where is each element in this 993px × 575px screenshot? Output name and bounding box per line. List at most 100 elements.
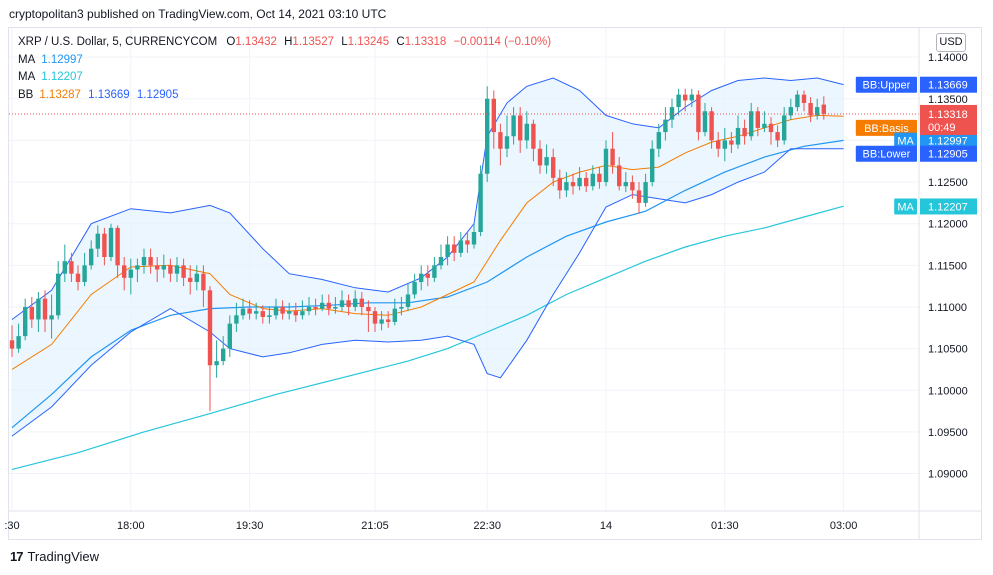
candle-body <box>669 107 675 120</box>
candle-body <box>128 269 133 278</box>
candle-body <box>696 94 701 133</box>
candle-body <box>735 127 741 145</box>
ma2-axis-tag-text: MA <box>897 201 914 213</box>
candle-body <box>557 177 562 191</box>
candle-body <box>795 94 800 108</box>
bb-basis-axis-tag-text: BB:Basis <box>864 123 909 135</box>
candle-body <box>537 148 543 166</box>
candle-body <box>445 244 450 258</box>
candle-body <box>471 232 477 245</box>
candle-body <box>564 182 569 191</box>
chart-frame <box>8 27 982 540</box>
symbol-title[interactable]: XRP / U.S. Dollar, 5, CURRENCYCOM <box>18 36 218 48</box>
ma1-legend[interactable]: MA 1.12997 <box>18 52 551 70</box>
candle-body <box>161 265 166 270</box>
ma1-line <box>11 139 844 429</box>
bb-legend[interactable]: BB 1.13287 1.13669 1.12905 <box>18 87 551 105</box>
candle-body <box>709 111 714 141</box>
candle-body <box>386 319 391 322</box>
candle-body <box>491 98 496 133</box>
bb-lower-axis-value: 1.12905 <box>928 149 968 161</box>
candle-body <box>300 311 305 316</box>
candle-body <box>221 348 226 362</box>
candle-body <box>742 127 747 137</box>
candle-body <box>782 115 787 141</box>
bb-lower-axis-tag <box>855 145 917 162</box>
candle-body <box>623 182 628 187</box>
candle-body <box>122 265 127 278</box>
candle-body <box>155 265 160 270</box>
candle-body <box>584 177 589 187</box>
candle-body <box>392 308 397 322</box>
candle-body <box>313 306 318 309</box>
bb-lower-axis-value-bg <box>920 145 977 162</box>
ma1-axis-value: 1.12997 <box>928 136 968 148</box>
candle-body <box>36 298 41 320</box>
candle-body <box>75 273 81 282</box>
ma2-label: MA <box>18 71 36 83</box>
x-tick-label: 01:30 <box>711 520 739 532</box>
candle-body <box>339 300 345 307</box>
candle-body <box>412 281 417 295</box>
candle-body <box>775 132 780 141</box>
y-tick-label: 1.13500 <box>928 94 968 106</box>
candle-body <box>201 273 206 291</box>
candle-body <box>240 308 246 316</box>
ma2-axis-tag <box>894 198 917 215</box>
candle-body <box>801 94 807 103</box>
candle-body <box>458 240 463 253</box>
candle-body <box>188 277 193 282</box>
candle-body <box>485 98 490 174</box>
candle-body <box>636 190 642 203</box>
tradingview-brand[interactable]: 17 TradingView <box>10 549 99 564</box>
candle-body <box>518 115 523 141</box>
candle-body <box>56 273 61 316</box>
candle-body <box>524 123 529 141</box>
candle-body <box>603 148 609 183</box>
candle-body <box>465 240 470 245</box>
candle-body <box>260 311 265 317</box>
bb-upper-value: 1.13669 <box>88 88 130 101</box>
bb-upper-axis-value: 1.13669 <box>928 80 968 92</box>
open-label: O <box>226 36 236 48</box>
candle-body <box>320 302 325 309</box>
candle-body <box>194 273 199 282</box>
y-tick-label: 1.11000 <box>928 302 967 314</box>
bb-upper-axis-tag-text: BB:Upper <box>863 80 911 92</box>
y-tick-label: 1.12000 <box>928 219 968 231</box>
candle-body <box>293 311 298 316</box>
candle-body <box>689 94 694 101</box>
candle-body <box>379 319 384 324</box>
last-price-tag <box>920 104 977 135</box>
candle-body <box>333 306 338 309</box>
candle-body <box>630 182 635 191</box>
ma1-axis-tag-text: MA <box>897 136 914 148</box>
candle-body <box>722 140 727 149</box>
candle-body <box>755 111 760 128</box>
last-price-value: 1.13318 <box>928 109 968 121</box>
bb-basis-value: 1.13287 <box>39 88 81 101</box>
ma2-legend[interactable]: MA 1.12207 <box>18 69 551 87</box>
candle-body <box>768 123 774 133</box>
candle-body <box>749 111 754 137</box>
currency-button[interactable]: USD <box>936 33 966 52</box>
candle-body <box>452 244 457 253</box>
candle-body <box>168 265 173 274</box>
brand-name: TradingView <box>27 549 100 564</box>
candle-body <box>511 115 516 137</box>
candle-body <box>29 306 34 320</box>
ma2-axis-value: 1.12207 <box>928 201 968 213</box>
candle-body <box>346 300 351 307</box>
candle-body <box>306 306 312 312</box>
candle-body <box>590 173 595 187</box>
candle-body <box>9 340 15 349</box>
candle-body <box>108 227 114 258</box>
high-value: 1.13527 <box>292 36 334 48</box>
candle-body <box>62 261 67 274</box>
candle-body <box>69 261 74 274</box>
candle-body <box>405 294 411 307</box>
x-tick-label: 19:30 <box>236 520 264 532</box>
candle-body <box>353 298 358 307</box>
candle-body <box>227 323 232 349</box>
